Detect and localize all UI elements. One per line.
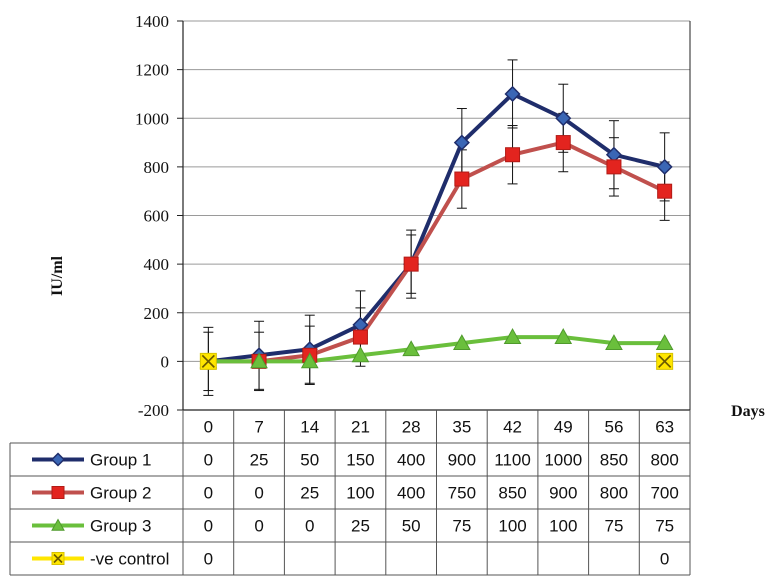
data-table: 0 7 14 21 28 35 42 49 56 63 Group 1 0 25 50 150 400 900 1… xyxy=(9,410,691,576)
x-tick-label: 49 xyxy=(554,418,573,437)
table-cell-value: 0 xyxy=(204,517,213,536)
data-point-x-stroke xyxy=(658,354,672,368)
table-cell-value: 75 xyxy=(452,517,471,536)
data-point-triangle xyxy=(655,334,674,351)
series-lines xyxy=(208,91,666,364)
data-point-triangle xyxy=(453,334,471,351)
data-point-triangle xyxy=(250,352,268,369)
data-point-triangle xyxy=(503,328,522,344)
data-point-diamond xyxy=(453,134,470,151)
table-cell-value: 0 xyxy=(305,517,314,536)
table-cell-value: 700 xyxy=(650,484,678,503)
data-point-square xyxy=(555,135,571,151)
y-tick-label: 1000 xyxy=(135,109,169,128)
data-point-triangle xyxy=(351,346,370,363)
series-line xyxy=(208,335,665,364)
y-tick-label: 800 xyxy=(144,158,170,177)
data-point-square xyxy=(51,486,65,499)
x-tick-label: 14 xyxy=(300,418,319,437)
table-cell-value: 100 xyxy=(549,517,577,536)
y-tick-label: 0 xyxy=(161,352,170,371)
table-cell-value: 75 xyxy=(604,517,623,536)
legend-label: Group 3 xyxy=(90,517,151,536)
data-point-diamond xyxy=(555,110,572,127)
x-tick-label: 21 xyxy=(351,418,370,437)
y-tick-label: 600 xyxy=(144,207,170,226)
data-point-triangle xyxy=(51,518,65,531)
x-tick-label: 63 xyxy=(655,418,674,437)
table-cell-value: 25 xyxy=(351,517,370,536)
table-cell-value: 0 xyxy=(660,550,669,569)
x-tick-label: 0 xyxy=(204,418,213,437)
table-cell-value: 850 xyxy=(498,484,526,503)
table-cell-value: 850 xyxy=(600,451,628,470)
y-tick-label: -200 xyxy=(138,401,169,420)
y-tick-label: 200 xyxy=(144,304,170,323)
y-axis-title: IU/ml xyxy=(49,255,66,296)
table-cell-value: 0 xyxy=(204,550,213,569)
table-cell-value: 50 xyxy=(402,517,421,536)
y-axis-tick-labels: -200 0 200 400 600 800 1000 1200 1400 xyxy=(135,12,169,420)
table-cell-value: 0 xyxy=(254,517,263,536)
series-line xyxy=(208,140,666,364)
table-cell-value: 900 xyxy=(448,451,476,470)
table-cell-value: 0 xyxy=(204,484,213,503)
x-tick-label: 7 xyxy=(254,418,263,437)
table-cell-value: 150 xyxy=(346,451,374,470)
table-cell-value: 75 xyxy=(655,517,674,536)
table-cell-value: 25 xyxy=(300,484,319,503)
gridlines xyxy=(183,20,690,362)
table-cell-value: 0 xyxy=(204,451,213,470)
table-cell-value: 400 xyxy=(397,451,425,470)
data-point-diamond xyxy=(656,158,673,175)
data-point-x-stroke xyxy=(53,553,63,564)
legend-label: Group 2 xyxy=(90,484,151,503)
y-tick-label: 1200 xyxy=(135,61,169,80)
data-point-square xyxy=(352,329,368,345)
x-tick-label: 35 xyxy=(452,418,471,437)
y-tick-label: 400 xyxy=(144,255,170,274)
table-cell-value: 100 xyxy=(498,517,526,536)
table-cell-value: 1000 xyxy=(544,451,582,470)
table-cell-value: 50 xyxy=(300,451,319,470)
data-point-triangle xyxy=(300,352,319,369)
data-point-square xyxy=(505,147,521,163)
y-tick-label: 1400 xyxy=(135,12,169,31)
data-point-triangle xyxy=(605,334,623,351)
table-cell-value: 750 xyxy=(448,484,476,503)
data-point-square xyxy=(606,159,622,175)
table-cell-value: 800 xyxy=(650,451,678,470)
x-axis-title: Days xyxy=(731,403,765,420)
legend-label: Group 1 xyxy=(90,451,151,470)
table-cell-value: 800 xyxy=(600,484,628,503)
legend-label: -ve control xyxy=(90,550,169,569)
table-cell-value: 400 xyxy=(397,484,425,503)
data-point-triangle xyxy=(402,340,420,357)
series-line xyxy=(208,91,666,364)
data-point-x-stroke xyxy=(201,354,215,368)
x-tick-label: 28 xyxy=(402,418,421,437)
data-point-diamond xyxy=(504,85,521,102)
table-cell-value: 900 xyxy=(549,484,577,503)
data-point-square xyxy=(657,183,673,199)
x-tick-label: 42 xyxy=(503,418,522,437)
data-point-diamond xyxy=(50,452,66,467)
table-cell-value: 0 xyxy=(254,484,263,503)
series-markers xyxy=(199,85,674,370)
table-cell-value: 1100 xyxy=(494,451,531,470)
data-point-square xyxy=(403,256,419,272)
data-point-triangle xyxy=(554,328,573,344)
table-cell-value: 25 xyxy=(250,451,269,470)
data-point-square xyxy=(454,171,470,187)
table-cell-value: 100 xyxy=(346,484,374,503)
x-tick-label: 56 xyxy=(604,418,623,437)
